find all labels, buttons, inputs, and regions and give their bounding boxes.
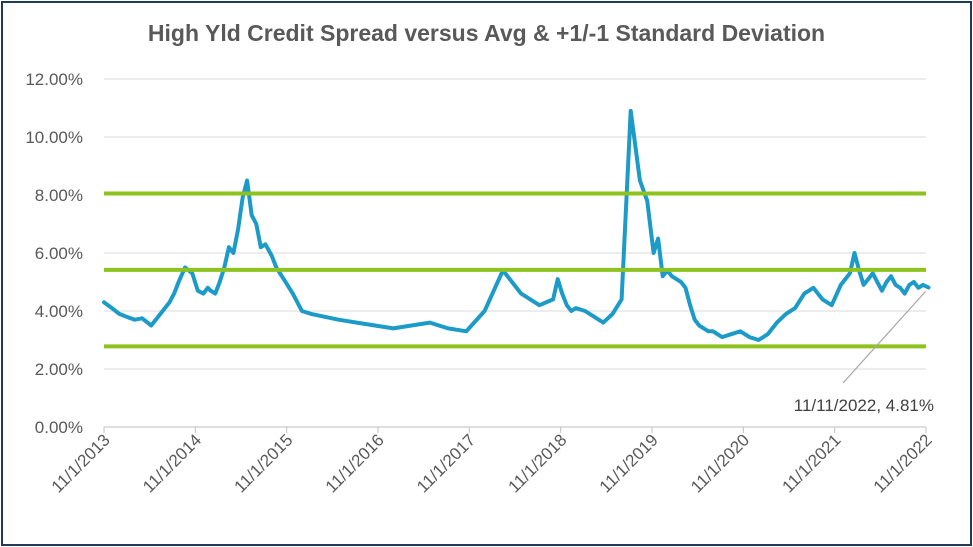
reference-bands [104, 191, 926, 349]
x-tick-label: 11/1/2018 [504, 430, 570, 496]
y-axis-ticks: 0.00% 2.00% 4.00% 6.00% 8.00% 10.00% 12.00% [25, 70, 83, 437]
x-tick-label: 11/1/2021 [778, 430, 844, 496]
annotation-group: 11/11/2022, 4.81% [794, 291, 934, 415]
y-tick-label: 0.00% [35, 418, 83, 437]
spread-series-line [102, 108, 931, 342]
x-tick-label: 11/1/2020 [687, 430, 753, 496]
x-tick-label: 11/1/2015 [230, 430, 296, 496]
x-tick-label: 11/1/2017 [413, 430, 479, 496]
grid-lines [104, 78, 926, 370]
y-tick-label: 4.00% [35, 302, 83, 321]
x-tick-label: 11/1/2016 [322, 430, 388, 496]
y-tick-label: 2.00% [35, 360, 83, 379]
y-tick-label: 8.00% [35, 186, 83, 205]
x-tick-label: 11/1/2014 [139, 430, 205, 496]
annotation-label: 11/11/2022, 4.81% [794, 396, 934, 415]
y-tick-label: 12.00% [25, 70, 83, 89]
series-group [102, 108, 931, 342]
x-tick-label: 11/1/2022 [870, 430, 936, 496]
x-axis [103, 426, 927, 433]
x-axis-ticks: 11/1/2013 11/1/2014 11/1/2015 11/1/2016 11/1… [48, 430, 936, 496]
y-tick-label: 10.00% [25, 128, 83, 147]
x-tick-label: 11/1/2013 [48, 430, 114, 496]
annotation-leader-line [842, 291, 926, 384]
x-tick-label: 11/1/2019 [596, 430, 662, 496]
chart-title: High Yld Credit Spread versus Avg & +1/-… [147, 20, 826, 46]
y-tick-label: 6.00% [35, 244, 83, 263]
